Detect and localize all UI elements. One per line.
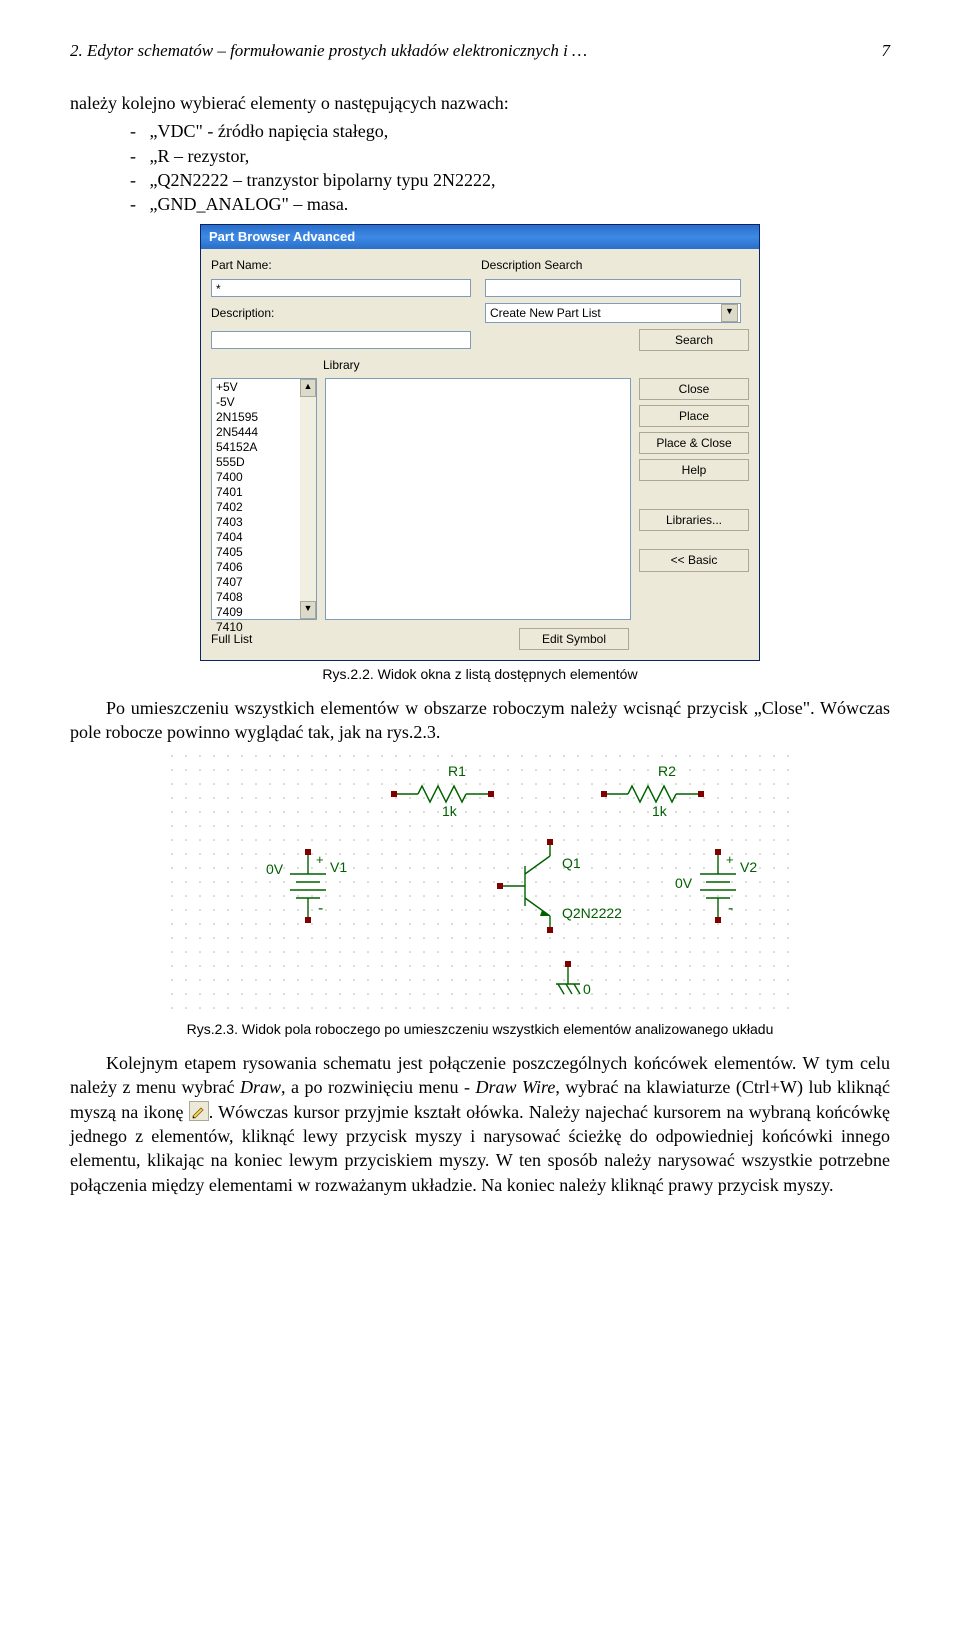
svg-text:0V: 0V xyxy=(266,861,284,877)
list-item: 7410 xyxy=(216,620,296,635)
svg-text:0: 0 xyxy=(583,981,591,997)
close-button[interactable]: Close xyxy=(639,378,749,400)
list-item: 7401 xyxy=(216,485,296,500)
list-item: 7402 xyxy=(216,500,296,515)
list-item: -5V xyxy=(216,395,296,410)
list-item: +5V xyxy=(216,380,296,395)
list-item: 54152A xyxy=(216,440,296,455)
paragraph-3: Kolejnym etapem rysowania schematu jest … xyxy=(70,1051,890,1197)
arrow-up-icon[interactable]: ▲ xyxy=(300,379,316,397)
page-number: 7 xyxy=(882,40,891,63)
list-item: 7409 xyxy=(216,605,296,620)
basic-button[interactable]: << Basic xyxy=(639,549,749,571)
svg-text:V2: V2 xyxy=(740,859,757,875)
help-button[interactable]: Help xyxy=(639,459,749,481)
list-item: 7400 xyxy=(216,470,296,485)
description-input[interactable] xyxy=(211,331,471,349)
list-item: 7407 xyxy=(216,575,296,590)
list-item: 7405 xyxy=(216,545,296,560)
bullet-list: - „VDC" - źródło napięcia stałego, - „R … xyxy=(70,119,890,216)
intro-text: należy kolejno wybierać elementy o nastę… xyxy=(70,91,890,115)
list-item: 7403 xyxy=(216,515,296,530)
svg-text:1k: 1k xyxy=(652,803,668,819)
svg-text:+: + xyxy=(316,852,324,867)
arrow-down-icon[interactable]: ▼ xyxy=(300,601,316,619)
svg-text:+: + xyxy=(726,852,734,867)
libraries-button[interactable]: Libraries... xyxy=(639,509,749,531)
svg-text:R2: R2 xyxy=(658,763,676,779)
svg-text:-: - xyxy=(728,900,733,917)
list-item: 555D xyxy=(216,455,296,470)
chevron-down-icon: ▼ xyxy=(721,304,738,322)
svg-text:1k: 1k xyxy=(442,803,458,819)
parts-listbox[interactable]: +5V -5V 2N1595 2N5444 54152A 555D 7400 7… xyxy=(211,378,317,620)
part-list-combo[interactable]: Create New Part List ▼ xyxy=(485,303,741,323)
place-close-button[interactable]: Place & Close xyxy=(639,432,749,454)
list-item: 7404 xyxy=(216,530,296,545)
edit-symbol-button[interactable]: Edit Symbol xyxy=(519,628,629,650)
svg-text:V1: V1 xyxy=(330,859,347,875)
symbol-preview xyxy=(325,378,631,620)
svg-text:-: - xyxy=(318,900,323,917)
paragraph-2: Po umieszczeniu wszystkich elementów w o… xyxy=(70,696,890,745)
part-name-label: Part Name: xyxy=(211,257,321,273)
list-item: 2N5444 xyxy=(216,425,296,440)
description-label: Description: xyxy=(211,305,321,321)
running-header: 2. Edytor schematów – formułowanie prost… xyxy=(70,40,587,63)
list-item: 7406 xyxy=(216,560,296,575)
desc-search-label: Description Search xyxy=(481,257,582,273)
svg-text:Q2N2222: Q2N2222 xyxy=(562,905,622,921)
list-item: 7408 xyxy=(216,590,296,605)
part-name-input[interactable]: * xyxy=(211,279,471,297)
pencil-icon xyxy=(189,1101,209,1121)
scrollbar[interactable]: ▲ ▼ xyxy=(300,379,316,619)
dialog-titlebar: Part Browser Advanced xyxy=(201,225,759,249)
figure-caption-2: Rys.2.3. Widok pola roboczego po umieszc… xyxy=(70,1020,890,1039)
schematic-figure: R1 1k R2 1k + - V1 0V + - V2 0V xyxy=(170,754,790,1014)
list-item: 2N1595 xyxy=(216,410,296,425)
search-button[interactable]: Search xyxy=(639,329,749,351)
part-browser-dialog: Part Browser Advanced Part Name: Descrip… xyxy=(200,224,760,660)
svg-text:R1: R1 xyxy=(448,763,466,779)
figure-caption-1: Rys.2.2. Widok okna z listą dostępnych e… xyxy=(70,665,890,684)
svg-text:Q1: Q1 xyxy=(562,855,581,871)
place-button[interactable]: Place xyxy=(639,405,749,427)
library-label: Library xyxy=(323,357,749,373)
svg-text:0V: 0V xyxy=(675,875,693,891)
desc-search-input[interactable] xyxy=(485,279,741,297)
